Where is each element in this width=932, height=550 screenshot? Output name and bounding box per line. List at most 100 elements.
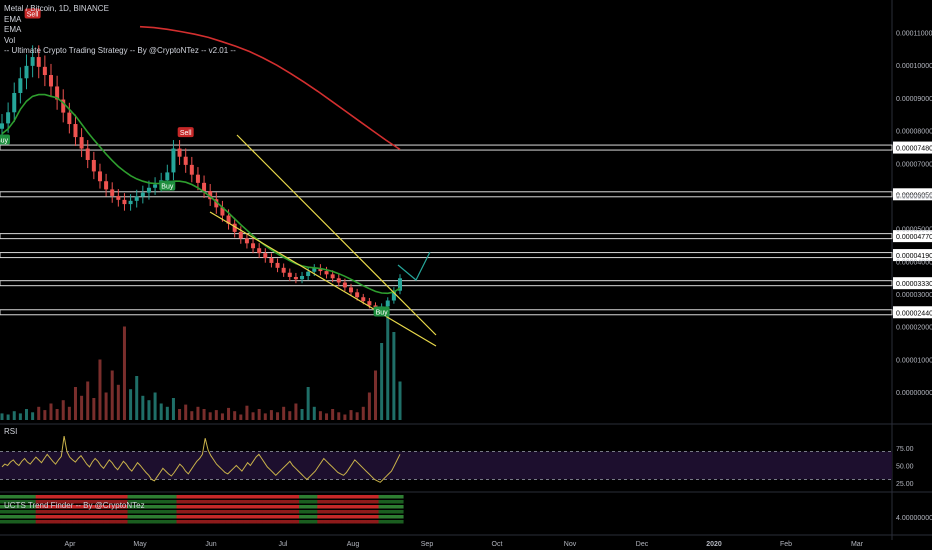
buy-badge bbox=[0, 134, 10, 145]
trend-cell bbox=[90, 500, 98, 504]
trend-cell bbox=[139, 520, 147, 524]
trend-cell bbox=[127, 495, 135, 499]
trend-cell bbox=[127, 500, 135, 504]
trend-cell bbox=[317, 500, 324, 504]
trend-cell bbox=[207, 495, 214, 499]
trend-cell bbox=[96, 515, 104, 519]
level-label-box bbox=[893, 277, 932, 290]
trend-cell bbox=[139, 495, 147, 499]
candle-body bbox=[281, 267, 286, 273]
trend-cell bbox=[121, 505, 129, 509]
trend-cell bbox=[329, 510, 337, 514]
trend-cell bbox=[182, 495, 190, 499]
trend-cell bbox=[90, 495, 98, 499]
volume-bar bbox=[110, 370, 114, 420]
candle-body bbox=[269, 258, 274, 263]
trend-cell bbox=[194, 510, 202, 514]
candle-body bbox=[79, 137, 84, 149]
trend-cell bbox=[109, 500, 116, 504]
trend-cell bbox=[262, 505, 269, 509]
trend-cell bbox=[5, 500, 12, 504]
trend-cell bbox=[274, 520, 282, 524]
trend-cell bbox=[201, 520, 208, 524]
buy-badge-label: Buy bbox=[376, 310, 389, 317]
volume-bar bbox=[251, 412, 255, 420]
price-tick-label: 0.00000000 bbox=[896, 390, 932, 397]
trend-cell bbox=[145, 520, 153, 524]
candle-body bbox=[134, 196, 139, 201]
ema-fast-line bbox=[1, 93, 401, 295]
trend-cell bbox=[145, 515, 153, 519]
level-band bbox=[0, 280, 893, 287]
trend-cell bbox=[60, 500, 67, 504]
trend-cell bbox=[29, 520, 37, 524]
volume-bar bbox=[129, 389, 133, 420]
trend-cell bbox=[207, 520, 214, 524]
volume-bar bbox=[196, 406, 200, 420]
level-label-box bbox=[893, 306, 932, 319]
trend-cell bbox=[378, 505, 386, 509]
trend-cell bbox=[5, 505, 12, 509]
signal-badges: Sell Buy Buy Sell Buy bbox=[0, 8, 390, 317]
trend-cell bbox=[292, 505, 300, 509]
wedge-lines bbox=[209, 134, 437, 347]
price-tick-label: 0.00009000 bbox=[896, 96, 932, 103]
trend-cell bbox=[280, 500, 288, 504]
trend-cell bbox=[372, 505, 380, 509]
candle-body bbox=[116, 195, 121, 200]
trend-cell bbox=[207, 500, 214, 504]
trend-tick-label: 4.00000000 bbox=[896, 515, 932, 522]
trend-cell bbox=[152, 515, 159, 519]
trend-cell bbox=[366, 520, 373, 524]
trend-cell bbox=[23, 520, 31, 524]
trend-cell bbox=[170, 500, 178, 504]
level-label: 0.00006050 bbox=[896, 192, 932, 199]
trend-cell bbox=[396, 495, 404, 499]
ema-slow-line bbox=[139, 25, 401, 151]
trend-cell bbox=[133, 515, 141, 519]
trend-cell bbox=[109, 515, 116, 519]
trend-cell bbox=[0, 515, 6, 519]
trend-cell bbox=[292, 515, 300, 519]
volume-bar bbox=[227, 407, 231, 420]
trend-cell bbox=[182, 500, 190, 504]
trend-cell bbox=[78, 500, 86, 504]
trend-cell bbox=[182, 520, 190, 524]
trend-cell bbox=[286, 520, 294, 524]
trend-cell bbox=[366, 495, 373, 499]
trend-cell bbox=[84, 505, 92, 509]
volume-bar bbox=[355, 412, 359, 420]
trend-cell bbox=[158, 500, 165, 504]
volume-bar bbox=[325, 413, 329, 420]
rsi-tick-label: 50.00 bbox=[896, 464, 914, 471]
trend-cell bbox=[188, 520, 196, 524]
trend-cell bbox=[103, 495, 110, 499]
trend-cell bbox=[194, 515, 202, 519]
trend-cell bbox=[0, 495, 6, 499]
trend-cell bbox=[194, 505, 202, 509]
trend-cell bbox=[60, 495, 67, 499]
rsi-pane-title: RSI bbox=[4, 427, 17, 436]
trend-cell bbox=[127, 505, 135, 509]
trend-cell bbox=[41, 500, 49, 504]
trend-cell bbox=[249, 510, 257, 514]
level-band bbox=[0, 309, 893, 316]
trend-cell bbox=[133, 510, 141, 514]
trend-cell bbox=[329, 505, 337, 509]
trend-cell bbox=[145, 500, 153, 504]
trend-cell bbox=[194, 520, 202, 524]
trend-cell bbox=[170, 495, 178, 499]
trend-cell bbox=[317, 520, 324, 524]
time-tick-label: Jul bbox=[279, 541, 288, 548]
trend-cell bbox=[298, 515, 306, 519]
trend-cell bbox=[262, 495, 269, 499]
trend-cell bbox=[360, 505, 367, 509]
trend-cell bbox=[176, 515, 184, 519]
trend-cell bbox=[35, 515, 43, 519]
trend-cell bbox=[311, 495, 318, 499]
trend-cell bbox=[347, 505, 355, 509]
trend-cell bbox=[17, 515, 24, 519]
trend-cell bbox=[152, 520, 159, 524]
